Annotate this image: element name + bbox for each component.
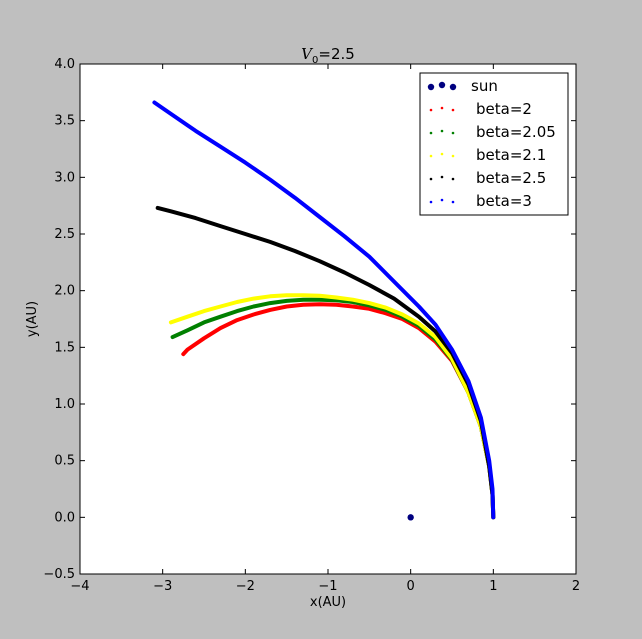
legend-label: beta=2: [476, 100, 532, 118]
x-tick-label: 2: [572, 579, 580, 594]
legend-label: beta=2.1: [476, 146, 546, 164]
legend-marker: [440, 106, 444, 110]
legend-label: beta=3: [476, 192, 532, 210]
y-tick-label: 3.0: [54, 170, 75, 185]
series-beta-2-1: [168, 293, 496, 520]
legend-marker: [429, 154, 433, 158]
legend-marker: [429, 200, 433, 204]
legend-sun-marker: [427, 83, 435, 91]
legend-label-sun: sun: [471, 77, 498, 95]
sun-layer: [407, 514, 414, 521]
y-tick-label: 4.0: [54, 57, 75, 72]
legend-marker: [440, 152, 444, 156]
y-tick-label: 1.0: [54, 397, 75, 412]
series-beta-3: [152, 100, 496, 520]
y-tick-label: 2.5: [54, 227, 75, 242]
y-tick-label: −0.5: [43, 567, 75, 582]
x-tick-label: −3: [153, 579, 172, 594]
chart-title: V0=2.5: [301, 45, 355, 66]
legend-box: [419, 72, 569, 216]
y-axis-label: y(AU): [25, 301, 40, 337]
legend-marker: [451, 154, 455, 158]
y-tick-label: 0.5: [54, 454, 75, 469]
legend-marker: [429, 131, 433, 135]
y-tick-label: 1.5: [54, 340, 75, 355]
legend-marker: [429, 108, 433, 112]
legend-marker: [451, 177, 455, 181]
sun-point: [407, 514, 414, 521]
x-tick-label: −4: [70, 579, 89, 594]
title-value: =2.5: [318, 45, 354, 63]
x-tick-label: −2: [236, 579, 255, 594]
x-axis-label: x(AU): [310, 595, 346, 610]
legend-marker: [440, 198, 444, 202]
y-tick-label: 0.0: [54, 510, 75, 525]
x-tick-label: −1: [318, 579, 337, 594]
title-symbol: V: [301, 45, 314, 63]
series-layer: [152, 100, 496, 520]
legend-entries: sun beta=2 beta=2.05 beta=2.1 beta=2.5 beta=3: [427, 77, 556, 210]
legend-marker: [440, 129, 444, 133]
legend-marker: [451, 108, 455, 112]
ticks-layer: −4 −3 −2 −1 0 1 2 −0.5 0.0 0.5 1.0 1.5 2.0 2.5 3.0 3.5 4…: [43, 57, 580, 594]
title-subscript: 0: [312, 55, 318, 66]
legend-marker: [451, 200, 455, 204]
legend-marker: [451, 131, 455, 135]
x-tick-label: 0: [407, 579, 415, 594]
legend: sun beta=2 beta=2.05 beta=2.1 beta=2.5 beta=3: [419, 72, 569, 216]
x-tick-label: 1: [489, 579, 497, 594]
y-tick-label: 2.0: [54, 284, 75, 299]
legend-marker: [440, 175, 444, 179]
legend-sun-marker: [438, 81, 446, 89]
legend-label: beta=2.5: [476, 169, 546, 187]
legend-marker: [429, 177, 433, 181]
legend-sun-marker: [449, 83, 457, 91]
y-tick-label: 3.5: [54, 114, 75, 129]
legend-label: beta=2.05: [476, 123, 556, 141]
